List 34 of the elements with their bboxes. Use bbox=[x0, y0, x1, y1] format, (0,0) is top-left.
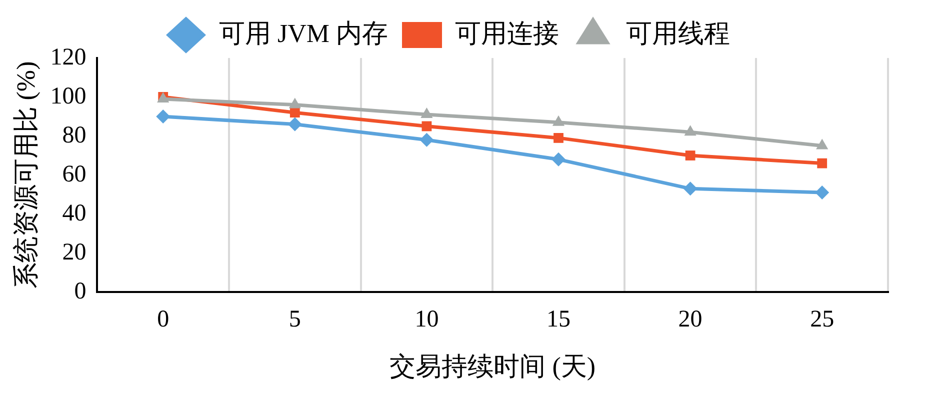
y-axis-title: 系统资源可用比 (%) bbox=[11, 61, 40, 289]
point bbox=[554, 133, 564, 143]
x-axis-title: 交易持续时间 (天) bbox=[390, 352, 596, 382]
point bbox=[420, 108, 433, 118]
y-tick-label: 60 bbox=[62, 161, 86, 188]
point bbox=[815, 186, 830, 200]
x-tick-label: 25 bbox=[810, 306, 834, 333]
point bbox=[816, 138, 828, 150]
y-tick-label: 120 bbox=[50, 44, 86, 70]
x-tick-label: 20 bbox=[678, 306, 702, 333]
x-tick-label: 0 bbox=[157, 306, 170, 333]
y-tick-label: 100 bbox=[50, 83, 86, 110]
point bbox=[685, 150, 696, 160]
point bbox=[288, 117, 302, 132]
y-tick-label: 80 bbox=[62, 122, 86, 148]
point bbox=[684, 125, 696, 136]
x-tick-label: 5 bbox=[288, 306, 301, 333]
point bbox=[290, 108, 300, 118]
point bbox=[156, 110, 170, 124]
point bbox=[552, 152, 566, 166]
y-tick-label: 0 bbox=[74, 278, 86, 304]
point bbox=[683, 182, 698, 196]
x-tick-label: 10 bbox=[414, 306, 439, 333]
point bbox=[422, 121, 432, 132]
x-tick-label: 15 bbox=[546, 306, 570, 333]
legend-label: 可用 JVM 内存 bbox=[218, 18, 388, 48]
legend-label: 可用线程 bbox=[626, 18, 730, 48]
y-tick-label: 40 bbox=[62, 200, 86, 226]
point bbox=[420, 132, 434, 147]
y-tick-label: 20 bbox=[62, 239, 86, 266]
point bbox=[288, 98, 301, 108]
point bbox=[817, 158, 828, 168]
point bbox=[552, 115, 565, 126]
legend-label: 可用连接 bbox=[455, 18, 560, 48]
